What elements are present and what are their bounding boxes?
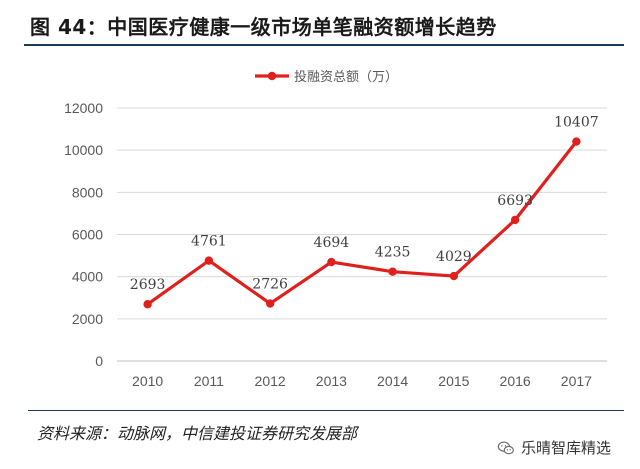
data-label: 4694: [314, 235, 350, 251]
data-point: [572, 137, 581, 146]
data-point: [388, 267, 397, 276]
source-note: 资料来源：动脉网，中信建投证券研究发展部: [37, 424, 358, 443]
x-tick-label: 2015: [438, 373, 469, 389]
title-rule: [24, 44, 624, 46]
data-label: 4761: [191, 234, 227, 250]
data-label: 10407: [554, 115, 599, 131]
source-rule: [28, 410, 624, 411]
data-point: [510, 215, 520, 225]
gridlines: [117, 107, 607, 362]
y-tick-label: 12000: [64, 100, 103, 116]
x-tick-label: 2013: [316, 373, 347, 389]
legend-marker: [267, 71, 277, 81]
data-label: 4029: [436, 249, 472, 265]
watermark-text: 乐晴智库精选: [521, 439, 612, 457]
data-point: [449, 271, 459, 281]
data-label: 2693: [130, 277, 166, 293]
data-point: [204, 256, 214, 265]
y-axis-ticks: 0 2000 4000 6000 8000 10000 12000: [64, 100, 103, 369]
y-tick-label: 4000: [72, 269, 103, 285]
line-chart: 0 2000 4000 6000 8000 10000 12000 2010 2011 2012…: [64, 69, 607, 389]
chart-legend: 投融资总额（万）: [255, 69, 398, 85]
x-tick-label: 2016: [500, 373, 531, 389]
y-tick-label: 0: [95, 353, 103, 369]
data-point: [143, 300, 152, 309]
y-tick-label: 6000: [72, 227, 103, 243]
watermark: 乐晴智库精选: [497, 437, 611, 458]
y-tick-label: 8000: [72, 184, 103, 200]
wechat-icon: [497, 440, 514, 454]
data-label: 6693: [497, 193, 533, 209]
x-tick-label: 2012: [255, 373, 286, 389]
y-tick-label: 10000: [64, 142, 103, 158]
y-tick-label: 2000: [72, 311, 103, 327]
figure-title: 图 44：中国医疗健康一级市场单笔融资额增长趋势: [30, 15, 497, 39]
series-line: [146, 139, 578, 306]
data-label: 4235: [375, 245, 411, 261]
data-label: 2726: [252, 277, 288, 293]
x-tick-label: 2011: [194, 373, 224, 389]
series-layer: [143, 137, 581, 309]
x-axis-ticks: 2010 2011 2012 2013 2014 2015 2016 2017: [132, 373, 592, 389]
data-point: [327, 257, 336, 267]
x-tick-label: 2010: [132, 373, 163, 389]
data-point: [265, 299, 275, 308]
x-tick-label: 2014: [377, 373, 408, 389]
legend-label: 投融资总额（万）: [294, 69, 398, 85]
x-tick-label: 2017: [561, 373, 592, 389]
data-labels-layer: 2693 4761 2726 4694 4235 4029 6693 10407: [130, 115, 599, 294]
